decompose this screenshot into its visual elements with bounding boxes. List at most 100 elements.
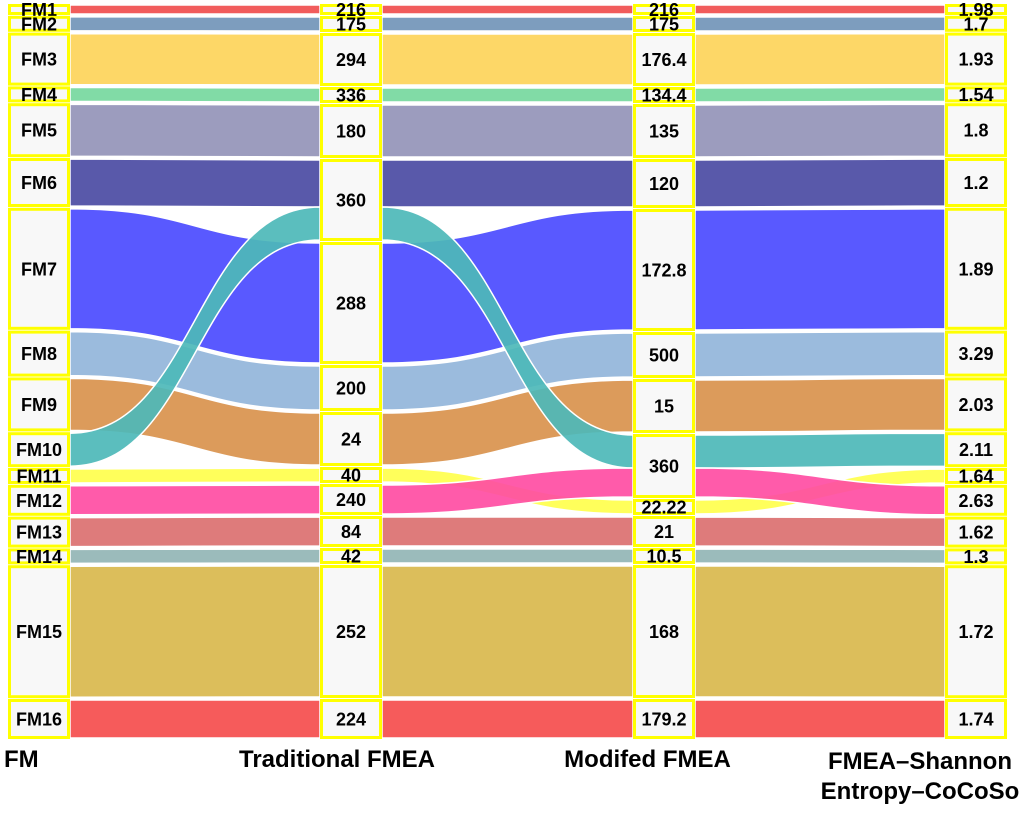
node-cocoso-fm12 [945, 484, 1007, 516]
flow-fm4-traditional-to-modified [381, 87, 634, 103]
node-modified-fm1 [633, 4, 695, 15]
node-label-fm-fm13: FM13 [16, 523, 62, 543]
node-fm-fm10 [8, 432, 70, 468]
node-fm-fm1 [8, 4, 70, 15]
node-label-cocoso-fm14: 1.3 [963, 547, 988, 567]
node-label-fm-fm2: FM2 [21, 14, 57, 34]
flow-fm2-fm-to-traditional [69, 16, 321, 32]
flow-fm16-fm-to-traditional [69, 699, 321, 739]
node-cocoso-fm9 [945, 377, 1007, 432]
node-label-modified-fm6: 120 [649, 174, 679, 194]
node-label-traditional-fm16: 224 [336, 710, 366, 730]
flow-fm16-traditional-to-modified [381, 699, 634, 739]
node-traditional-fm12 [320, 484, 382, 515]
node-label-fm-fm7: FM7 [21, 259, 57, 279]
axis-label-cocoso-line1: FMEA–Shannon [828, 748, 1012, 775]
node-fm-fm15 [8, 565, 70, 699]
node-cocoso-fm7 [945, 207, 1007, 330]
node-label-cocoso-fm15: 1.72 [958, 622, 993, 642]
flow-fm5-traditional-to-modified [381, 104, 634, 158]
node-label-traditional-fm12: 240 [336, 490, 366, 510]
node-label-cocoso-fm1: 1.98 [958, 0, 993, 20]
node-label-fm-fm5: FM5 [21, 121, 57, 141]
flow-fm13-fm-to-traditional [69, 516, 321, 548]
node-modified-fm6 [633, 159, 695, 208]
node-cocoso-fm11 [945, 468, 1007, 484]
node-label-traditional-fm6: 360 [336, 191, 366, 211]
flow-fm15-traditional-to-modified [381, 565, 634, 698]
node-label-traditional-fm8: 200 [336, 379, 366, 399]
node-fm-fm2 [8, 15, 70, 32]
node-label-cocoso-fm6: 1.2 [963, 173, 988, 193]
node-label-cocoso-fm5: 1.8 [963, 121, 988, 141]
node-fm-fm4 [8, 86, 70, 103]
flow-fm15-fm-to-traditional [69, 565, 321, 698]
flow-fm7-modified-to-cocoso [694, 208, 946, 331]
node-label-modified-fm3: 176.4 [641, 50, 686, 70]
node-traditional-fm4 [320, 87, 382, 103]
node-label-modified-fm8: 500 [649, 346, 679, 366]
node-traditional-fm11 [320, 467, 382, 483]
node-label-traditional-fm5: 180 [336, 122, 366, 142]
node-traditional-fm3 [320, 33, 382, 86]
flow-fm14-modified-to-cocoso [694, 548, 946, 565]
node-label-modified-fm4: 134.4 [641, 86, 686, 106]
node-label-cocoso-fm13: 1.62 [958, 523, 993, 543]
node-modified-fm5 [633, 104, 695, 158]
flow-fm14-fm-to-traditional [69, 548, 321, 565]
node-cocoso-fm5 [945, 103, 1007, 158]
node-modified-fm14 [633, 548, 695, 564]
node-label-traditional-fm1: 216 [336, 0, 366, 20]
node-label-traditional-fm9: 24 [341, 430, 361, 450]
node-label-fm-fm16: FM16 [16, 710, 62, 730]
node-fm-fm11 [8, 468, 70, 484]
node-fm-fm7 [8, 207, 70, 330]
node-cocoso-fm10 [945, 432, 1007, 468]
node-label-cocoso-fm4: 1.54 [958, 85, 993, 105]
node-modified-fm3 [633, 33, 695, 86]
node-modified-fm2 [633, 16, 695, 32]
node-modified-fm8 [633, 332, 695, 378]
flow-fm4-modified-to-cocoso [694, 86, 946, 103]
flow-fm3-fm-to-traditional [69, 32, 321, 86]
node-label-fm-fm4: FM4 [21, 85, 57, 105]
node-traditional-fm2 [320, 16, 382, 32]
node-label-fm-fm14: FM14 [16, 547, 62, 567]
node-label-fm-fm9: FM9 [21, 395, 57, 415]
flow-fm2-modified-to-cocoso [694, 16, 946, 32]
flow-fm1-fm-to-traditional [69, 4, 321, 15]
node-traditional-fm15 [320, 565, 382, 698]
node-label-cocoso-fm16: 1.74 [958, 710, 993, 730]
axis-label-fm: FM [4, 746, 39, 773]
node-cocoso-fm15 [945, 565, 1007, 699]
node-label-modified-fm13: 21 [654, 522, 674, 542]
node-label-modified-fm10: 360 [649, 457, 679, 477]
node-fm-fm5 [8, 103, 70, 158]
node-label-traditional-fm14: 42 [341, 547, 361, 567]
node-fm-fm12 [8, 484, 70, 516]
node-label-traditional-fm7: 288 [336, 294, 366, 314]
node-label-traditional-fm3: 294 [336, 50, 366, 70]
node-label-modified-fm5: 135 [649, 122, 679, 142]
node-traditional-fm5 [320, 104, 382, 158]
node-cocoso-fm3 [945, 32, 1007, 86]
flow-fm9-modified-to-cocoso [694, 377, 946, 433]
node-fm-fm9 [8, 377, 70, 432]
node-label-fm-fm8: FM8 [21, 344, 57, 364]
flow-fm8-modified-to-cocoso [694, 330, 946, 378]
node-label-fm-fm11: FM11 [16, 467, 61, 487]
node-traditional-fm14 [320, 548, 382, 564]
node-modified-fm9 [633, 379, 695, 433]
node-label-traditional-fm13: 84 [341, 522, 361, 542]
flow-fm5-fm-to-traditional [69, 103, 321, 158]
node-label-modified-fm15: 168 [649, 622, 679, 642]
node-traditional-fm8 [320, 365, 382, 411]
axis-label-cocoso-line2: Entropy–CoCoSo [820, 778, 1020, 805]
node-label-modified-fm11: 22.22 [641, 498, 686, 518]
flow-fm15-modified-to-cocoso [694, 565, 946, 698]
node-cocoso-fm8 [945, 330, 1007, 377]
node-label-cocoso-fm10: 2.11 [959, 440, 993, 460]
node-fm-fm16 [8, 699, 70, 739]
flow-fm13-traditional-to-modified [381, 516, 634, 547]
